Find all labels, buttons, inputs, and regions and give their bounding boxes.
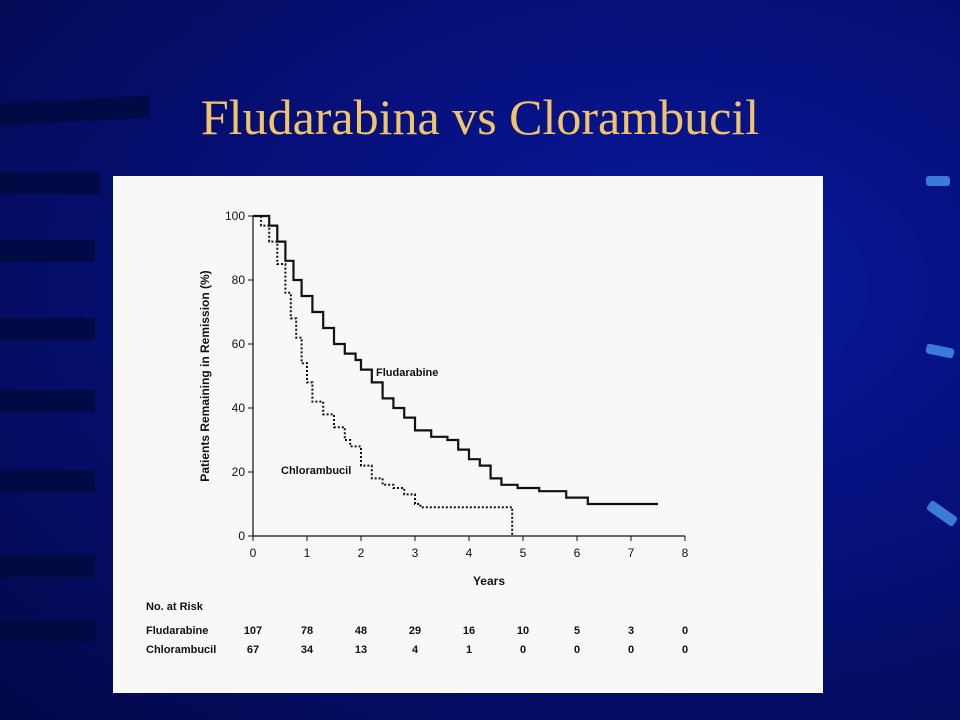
risk-table-heading: No. at Risk — [146, 601, 204, 613]
x-tick-label: 5 — [520, 546, 527, 560]
risk-value: 0 — [682, 644, 688, 656]
background-stripe — [0, 620, 95, 642]
x-tick-label: 0 — [250, 546, 257, 560]
background-stripe — [0, 555, 95, 577]
risk-row-label: Fludarabine — [146, 625, 208, 637]
x-tick-label: 2 — [358, 546, 365, 560]
series-label-chlorambucil: Chlorambucil — [281, 465, 351, 477]
risk-value: 1 — [466, 644, 472, 656]
x-tick-label: 4 — [466, 546, 473, 560]
series-label-fludarabine: Fludarabine — [376, 367, 438, 379]
x-tick-label: 8 — [682, 546, 689, 560]
risk-value: 34 — [301, 644, 314, 656]
risk-value: 29 — [409, 625, 421, 637]
risk-value: 5 — [574, 625, 580, 637]
risk-value: 0 — [520, 644, 526, 656]
risk-value: 0 — [682, 625, 688, 637]
x-tick-label: 6 — [574, 546, 581, 560]
background-stripe — [0, 240, 95, 262]
risk-value: 0 — [574, 644, 580, 656]
risk-row-label: Chlorambucil — [146, 644, 216, 656]
risk-value: 4 — [412, 644, 419, 656]
x-axis-label: Years — [473, 574, 505, 588]
decorative-dash — [926, 176, 950, 186]
x-tick-label: 7 — [628, 546, 635, 560]
risk-value: 16 — [463, 625, 475, 637]
background-stripe — [0, 172, 100, 194]
slide-title: Fludarabina vs Clorambucil — [200, 89, 760, 145]
risk-value: 3 — [628, 625, 634, 637]
y-tick-label: 0 — [238, 529, 245, 543]
risk-value: 10 — [517, 625, 529, 637]
background-stripe — [0, 470, 95, 492]
background-stripe — [0, 318, 95, 340]
background-stripe — [0, 390, 95, 412]
risk-value: 78 — [301, 625, 313, 637]
risk-value: 107 — [244, 625, 262, 637]
x-tick-label: 3 — [412, 546, 419, 560]
risk-value: 67 — [247, 644, 259, 656]
x-tick-label: 1 — [304, 546, 311, 560]
y-tick-label: 40 — [232, 401, 246, 415]
risk-value: 48 — [355, 625, 367, 637]
chart-panel: 0 20 40 60 80 100 0 1 2 3 4 5 6 7 8 Years Patients Remai… — [113, 176, 823, 693]
risk-value: 13 — [355, 644, 367, 656]
y-tick-label: 80 — [232, 273, 246, 287]
y-tick-label: 20 — [232, 465, 246, 479]
y-tick-label: 100 — [225, 209, 245, 223]
decorative-dash — [925, 499, 959, 528]
y-tick-label: 60 — [232, 337, 246, 351]
series-line-fludarabine — [253, 214, 658, 506]
risk-value: 0 — [628, 644, 634, 656]
decorative-dash — [925, 343, 955, 359]
y-axis-label: Patients Remaining in Remission (%) — [198, 270, 212, 481]
